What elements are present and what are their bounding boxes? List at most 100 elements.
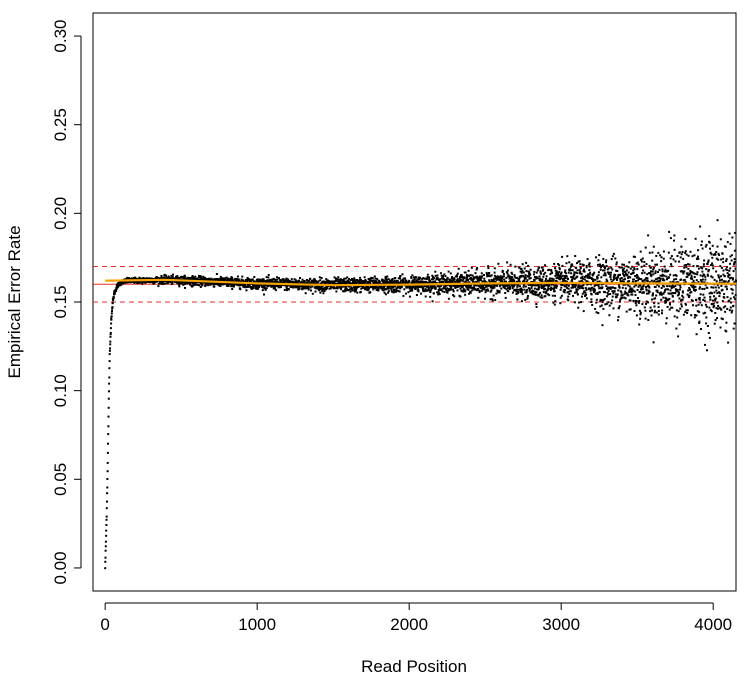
data-point (330, 280, 333, 283)
data-point (450, 279, 453, 282)
data-point (456, 279, 459, 282)
data-point (730, 287, 733, 290)
data-point (645, 292, 648, 295)
data-point (231, 279, 234, 282)
data-point (599, 298, 602, 301)
data-point (579, 267, 582, 270)
data-point (631, 265, 634, 268)
data-point (371, 277, 374, 280)
data-point (217, 278, 220, 281)
data-point (713, 295, 715, 298)
data-point (652, 273, 655, 276)
data-point (731, 288, 734, 291)
data-point (661, 284, 664, 287)
data-point (729, 297, 732, 300)
data-point (347, 279, 350, 282)
data-point (531, 291, 534, 294)
data-point (630, 289, 632, 292)
data-point (465, 274, 468, 277)
data-point (601, 299, 604, 302)
data-point (599, 305, 602, 308)
data-point (525, 270, 528, 273)
data-point (574, 285, 577, 288)
data-point (591, 304, 594, 306)
data-point (639, 284, 642, 287)
data-point (653, 279, 656, 282)
data-point (594, 292, 597, 295)
data-point (641, 288, 644, 291)
y-tick-label: 0.15 (51, 285, 70, 318)
data-point (715, 251, 718, 253)
data-point (724, 285, 727, 288)
data-point (570, 263, 573, 266)
data-point (303, 287, 306, 290)
data-point (402, 279, 405, 282)
data-point (351, 287, 354, 290)
data-point (439, 272, 442, 275)
data-point (553, 303, 556, 306)
data-point (153, 281, 156, 284)
data-point (659, 291, 662, 294)
data-point (697, 267, 700, 270)
data-point (655, 294, 658, 297)
data-point (570, 272, 573, 275)
data-point (621, 296, 624, 299)
data-point (351, 288, 354, 291)
data-point (730, 276, 733, 279)
data-point (697, 303, 700, 306)
data-point (170, 277, 173, 280)
data-point (212, 283, 215, 286)
data-point (503, 275, 505, 278)
data-point (663, 265, 666, 268)
data-point (282, 278, 285, 281)
data-point (538, 285, 540, 288)
data-point (706, 325, 709, 327)
data-point (527, 284, 530, 286)
data-point (524, 277, 527, 280)
data-point (386, 275, 389, 278)
data-point (485, 271, 488, 274)
data-point (702, 263, 705, 266)
data-point (480, 284, 483, 287)
data-point (711, 292, 713, 295)
data-point (596, 293, 599, 295)
data-point (653, 311, 656, 314)
y-axis: 0.000.050.100.150.200.250.30 (51, 20, 82, 584)
data-point (493, 274, 496, 277)
data-point (109, 333, 112, 336)
data-point (578, 269, 581, 272)
data-point (462, 288, 465, 291)
data-point (407, 291, 410, 294)
data-point (351, 289, 354, 292)
data-point (225, 276, 228, 279)
data-point (354, 286, 357, 289)
data-point (614, 257, 617, 260)
data-point (441, 280, 444, 283)
data-point (646, 277, 649, 280)
data-point (687, 254, 690, 257)
data-point (696, 265, 699, 267)
data-point (378, 281, 381, 283)
data-point (106, 492, 109, 495)
data-point (422, 277, 425, 280)
data-point (165, 274, 168, 277)
data-point (710, 275, 713, 278)
data-point (724, 245, 727, 248)
data-point (417, 290, 420, 293)
data-point (415, 281, 418, 284)
data-point (210, 277, 213, 280)
data-point (277, 286, 280, 289)
data-point (452, 294, 455, 297)
data-point (336, 279, 339, 282)
data-point (719, 265, 722, 268)
data-point (662, 257, 665, 260)
data-point (655, 311, 658, 314)
data-point (728, 232, 731, 235)
data-point (557, 272, 560, 275)
data-point (408, 279, 411, 282)
data-point (630, 290, 633, 293)
data-point (434, 274, 437, 277)
data-point (303, 280, 306, 283)
data-point (492, 294, 495, 297)
data-point (158, 282, 161, 285)
